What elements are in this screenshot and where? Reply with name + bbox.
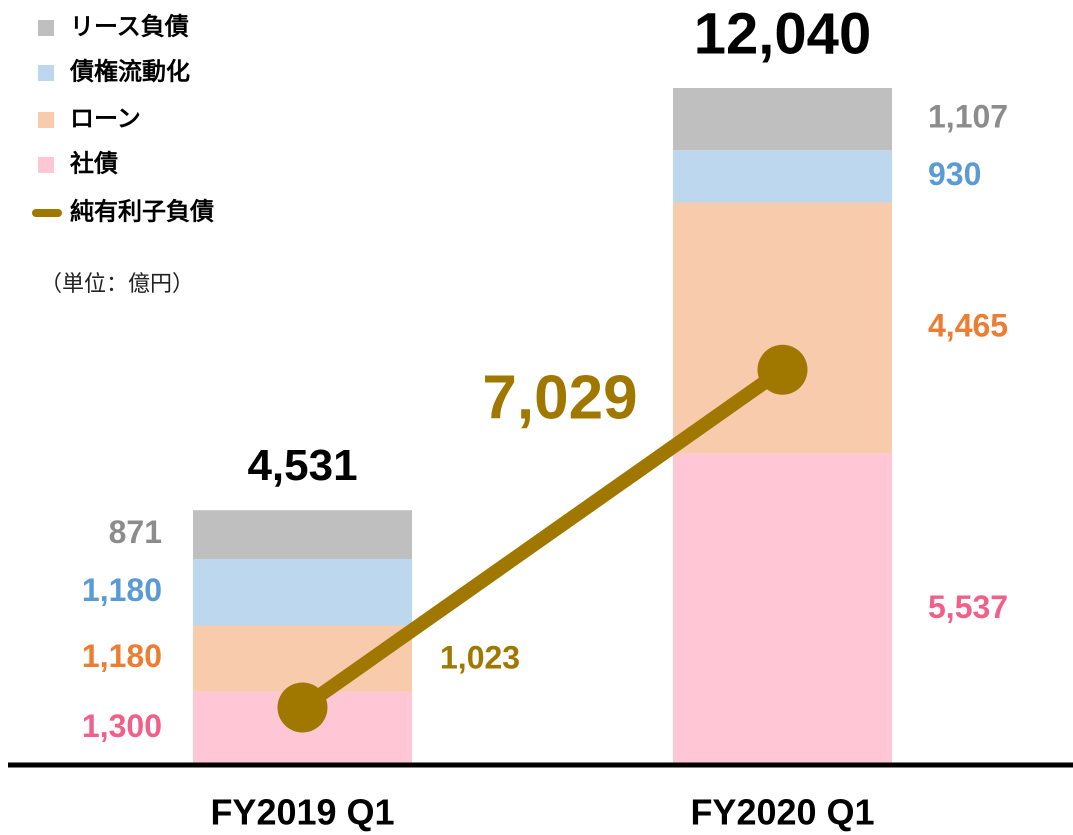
line-label: 1,023	[440, 639, 520, 675]
x-tick-label: FY2020 Q1	[690, 792, 874, 833]
value-label: 871	[109, 514, 162, 550]
net-debt-point	[277, 682, 328, 733]
bar-segment	[673, 202, 892, 454]
total-label: 12,040	[694, 1, 871, 66]
legend-label: リース負債	[70, 13, 189, 40]
legend-swatch	[38, 65, 54, 81]
value-label: 1,180	[82, 638, 162, 674]
legend-swatch	[38, 157, 54, 173]
line-label: 7,029	[482, 363, 637, 432]
bar-segment	[673, 88, 892, 151]
unit-label: （単位：億円）	[40, 271, 194, 296]
value-label: 4,465	[928, 308, 1008, 344]
legend-swatch	[38, 20, 54, 36]
bar-segment	[673, 150, 892, 203]
legend-swatch	[38, 112, 54, 128]
value-label: 930	[928, 156, 981, 192]
legend-label: 債権流動化	[69, 57, 190, 85]
net-debt-line	[298, 364, 787, 714]
x-tick-label: FY2019 Q1	[210, 792, 394, 833]
value-label: 1,107	[928, 99, 1008, 135]
bar-segment	[193, 559, 412, 626]
value-label: 1,180	[82, 572, 162, 608]
value-label: 5,537	[928, 589, 1008, 625]
bar-segment	[673, 453, 892, 765]
value-label: 1,300	[82, 708, 162, 744]
total-label: 4,531	[247, 441, 357, 490]
legend-label: ローン	[70, 105, 141, 132]
bar-segment	[193, 510, 412, 560]
legend-label: 純有利子負債	[70, 197, 214, 225]
legend-label: 社債	[70, 149, 118, 177]
net-debt-point	[757, 344, 808, 395]
